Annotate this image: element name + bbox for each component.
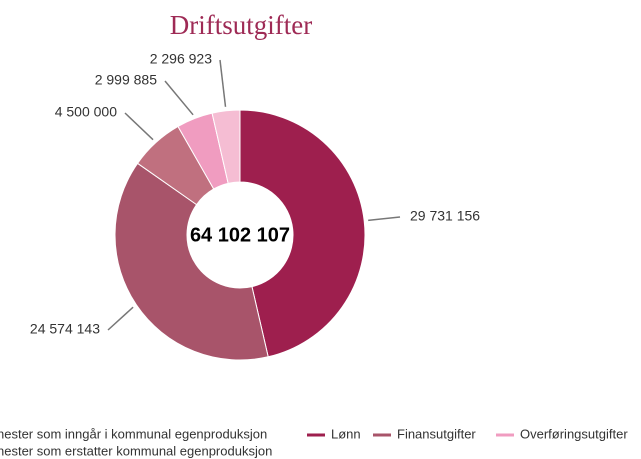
chart-title: Driftsutgifter: [170, 10, 312, 40]
legend-label: Finansutgifter: [397, 426, 476, 441]
data-label: 2 296 923: [150, 51, 212, 67]
leader-line: [164, 80, 194, 116]
legend-label: Lønn: [331, 426, 361, 441]
legend-label: Overføringsutgifter: [520, 426, 628, 441]
slice: [211, 109, 241, 184]
data-label: 2 999 885: [95, 72, 157, 88]
leader-line: [124, 112, 154, 141]
legend-label: nester som erstatter kommunal egenproduk…: [0, 443, 272, 458]
legend-label: nester som inngår i kommunal egenproduks…: [0, 426, 267, 441]
slice: [114, 162, 269, 361]
leader-line: [368, 216, 401, 222]
slice: [239, 109, 366, 358]
data-label: 29 731 156: [410, 208, 480, 224]
total-label: 64 102 107: [190, 224, 290, 246]
data-label: 4 500 000: [55, 104, 117, 120]
leader-line: [107, 306, 134, 331]
data-label: 24 574 143: [30, 321, 100, 337]
leader-line: [219, 59, 227, 107]
